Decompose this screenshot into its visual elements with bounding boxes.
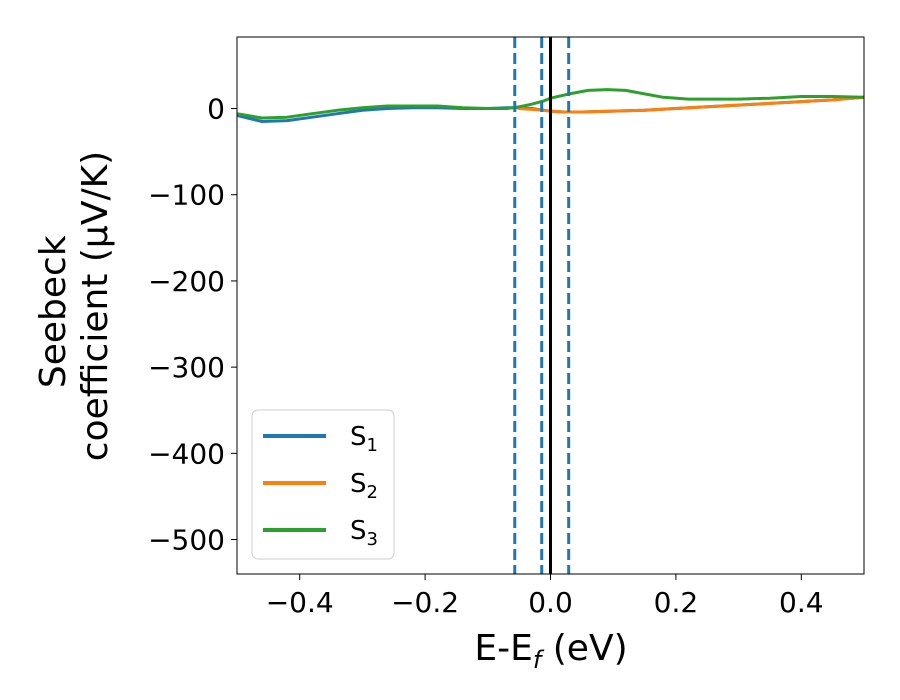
x-tick-label: −0.4 — [266, 586, 334, 619]
y-axis-label-line2: coefficient (μV/K) — [75, 151, 116, 461]
y-axis-label: Seebeck coefficient (μV/K) — [33, 151, 116, 461]
y-tick-label: −400 — [148, 437, 225, 470]
x-ticks: −0.4 −0.2 0.0 0.2 0.4 — [266, 574, 824, 619]
legend: S1 S2 S3 — [251, 409, 395, 560]
plot-lines — [237, 88, 864, 123]
x-axis-label: E-Ef (eV) — [474, 628, 627, 674]
y-tick-label: 0 — [207, 93, 225, 126]
y-tick-label: −100 — [148, 179, 225, 212]
x-tick-label: 0.2 — [654, 586, 699, 619]
y-tick-label: −300 — [148, 351, 225, 384]
x-tick-label: 0.0 — [528, 586, 573, 619]
series-line-s2 — [517, 95, 864, 114]
series-line-s3 — [237, 88, 864, 120]
y-ticks: 0 −100 −200 −300 −400 −500 — [148, 93, 237, 557]
legend-label-s2: S2 — [350, 469, 378, 503]
y-tick-label: −200 — [148, 265, 225, 298]
legend-label-s1: S1 — [350, 422, 378, 456]
y-tick-label: −500 — [148, 524, 225, 557]
x-tick-label: −0.2 — [391, 586, 459, 619]
x-tick-label: 0.4 — [779, 586, 824, 619]
vertical-lines — [513, 37, 571, 574]
y-axis-label-line1: Seebeck — [33, 235, 74, 388]
legend-label-s3: S3 — [350, 516, 378, 550]
